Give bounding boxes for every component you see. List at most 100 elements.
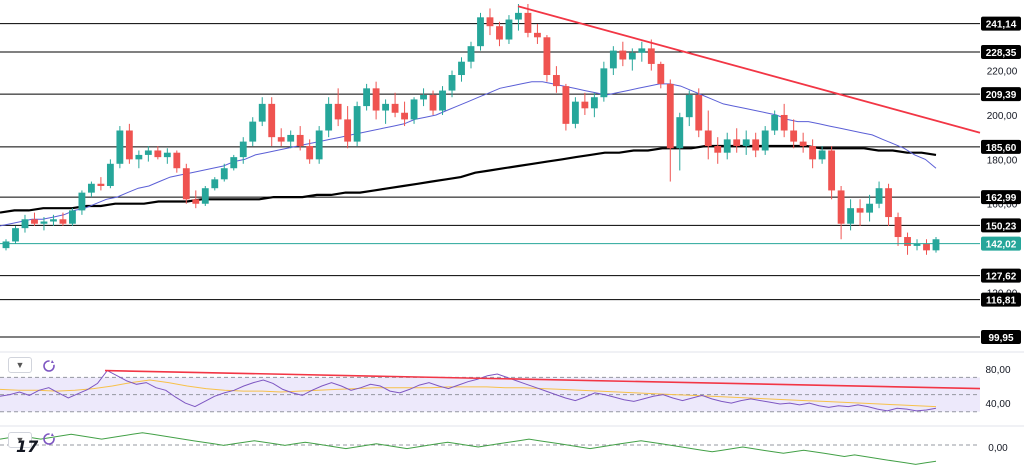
candlestick-series (2, 4, 940, 255)
candle-body (391, 103, 399, 113)
level-label: 150,23 (986, 221, 1017, 232)
candle-body (828, 150, 836, 191)
rsi-guide-lines (0, 376, 980, 413)
candle-body (2, 241, 10, 249)
candle-body (439, 90, 446, 111)
candle-body (106, 163, 114, 186)
candle-body (173, 152, 181, 169)
candle-body (875, 188, 883, 204)
candle-body (761, 130, 769, 151)
candle-body (239, 141, 247, 158)
price-tick-label: 200,00 (987, 111, 1018, 122)
rsi-line (0, 369, 937, 412)
candle-body (733, 139, 741, 147)
rsi-ma-line (0, 379, 937, 408)
candle-body (97, 183, 105, 186)
candle-body (647, 48, 655, 64)
ma-long-line (0, 144, 937, 214)
candle-body (638, 48, 646, 53)
candle-body (211, 179, 219, 189)
candle-body (619, 50, 627, 60)
candle-body (125, 130, 133, 160)
candle-body (50, 219, 57, 222)
candle-body (268, 103, 276, 138)
current-price-marker: 142,02 (0, 236, 1021, 251)
candle-body (609, 50, 617, 69)
osc-axis-ticks: 0,00 (988, 443, 1008, 454)
candle-body (771, 114, 779, 131)
refresh-icon[interactable] (42, 432, 56, 446)
candle-body (856, 208, 864, 213)
level-label: 228,35 (986, 48, 1017, 59)
candle-body (866, 203, 873, 213)
candle-body (249, 121, 257, 142)
candle-body (296, 134, 304, 147)
candle-body (163, 152, 171, 158)
candle-body (353, 106, 361, 142)
rsi-tick-label: 80,00 (985, 365, 1010, 376)
candle-body (590, 97, 598, 109)
candle-body (534, 32, 541, 38)
candle-body (818, 150, 826, 160)
oscillator-pane: 0,00 (0, 432, 1008, 465)
candle-body (135, 154, 143, 160)
candle-body (59, 219, 67, 224)
candle-body (87, 183, 95, 193)
rsi-tick-label: 40,00 (985, 399, 1010, 410)
candle-body (571, 101, 579, 124)
candle-body (78, 192, 86, 211)
level-badge (981, 218, 1021, 233)
candle-body (201, 188, 209, 204)
candle-body (363, 88, 371, 107)
candle-body (69, 210, 76, 224)
price-tick-label: 180,00 (987, 155, 1018, 166)
rsi-collapse-button[interactable]: ▼ (8, 357, 32, 373)
ma-short-line (0, 81, 937, 227)
level-label: 241,14 (986, 20, 1017, 31)
candle-body (467, 46, 475, 62)
candle-body (809, 146, 817, 160)
candle-body (543, 37, 551, 76)
price-tick-label: 160,00 (987, 200, 1018, 211)
candle-body (372, 88, 380, 111)
candle-body (704, 130, 712, 147)
candle-body (12, 228, 19, 242)
candle-body (904, 237, 911, 246)
candle-body (885, 188, 892, 218)
candle-body (628, 52, 636, 60)
candle-body (752, 139, 760, 151)
candle-body (334, 103, 342, 120)
candle-body (230, 157, 238, 169)
candle-body (21, 219, 29, 229)
candle-body (666, 83, 674, 149)
candle-body (524, 12, 532, 33)
osc-tick-label: 0,00 (988, 443, 1008, 454)
level-badge (981, 139, 1021, 154)
candle-body (458, 61, 465, 76)
candle-body (40, 221, 48, 224)
level-label: 99,95 (988, 333, 1013, 344)
candle-body (401, 112, 408, 120)
candle-body (306, 146, 314, 160)
candle-body (287, 134, 295, 142)
tradingview-logo: 17 (16, 437, 39, 456)
level-badge (981, 268, 1021, 283)
refresh-icon[interactable] (42, 359, 56, 373)
candle-body (799, 141, 807, 147)
candle-body (410, 99, 418, 120)
rsi-pane: 40,00 80,00 (0, 365, 1011, 413)
candle-body (685, 94, 693, 118)
level-label: 116,81 (986, 296, 1016, 307)
level-label: 127,62 (986, 272, 1017, 283)
candle-body (192, 199, 200, 204)
candle-body (144, 150, 152, 155)
candle-body (477, 17, 484, 47)
candle-body (448, 75, 456, 91)
candle-body (429, 94, 437, 111)
candle-body (676, 117, 684, 149)
candle-body (932, 239, 940, 251)
candle-body (923, 243, 930, 251)
osc-collapse-button[interactable]: ▼ (8, 432, 32, 448)
